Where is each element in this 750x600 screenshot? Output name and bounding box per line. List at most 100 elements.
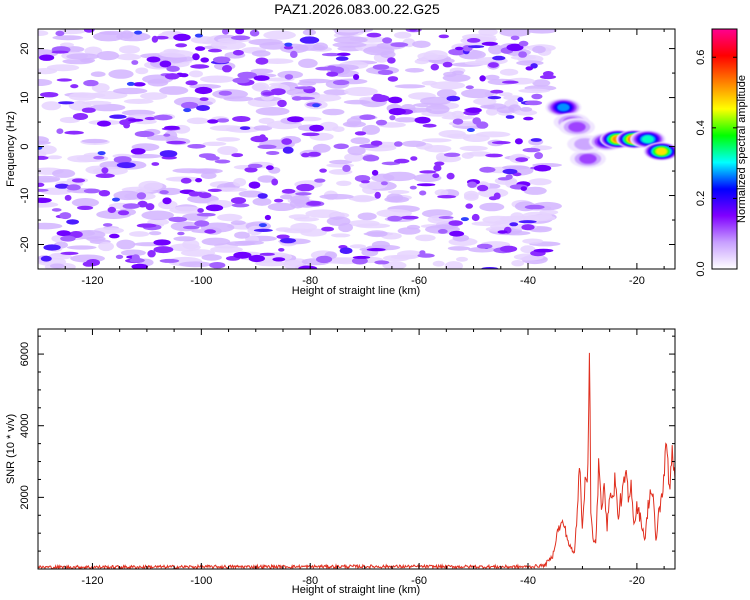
noise-blob xyxy=(366,32,382,38)
noise-blob xyxy=(347,220,380,227)
noise-blob xyxy=(263,30,296,40)
noise-blob xyxy=(410,156,418,161)
colorbar-tick-label: 0.0 xyxy=(695,261,707,276)
y-tick-label: 20 xyxy=(19,42,31,54)
noise-blob xyxy=(412,40,431,48)
noise-blob xyxy=(533,248,554,253)
noise-blob xyxy=(134,30,143,35)
noise-blob xyxy=(162,197,172,205)
noise-blob xyxy=(233,251,252,259)
noise-blob xyxy=(60,251,79,255)
noise-blob xyxy=(443,152,461,157)
noise-blob xyxy=(195,178,203,183)
noise-blob xyxy=(282,146,294,154)
noise-blob xyxy=(200,57,209,63)
noise-blob xyxy=(107,206,117,213)
colorbar-tick-label: 0.2 xyxy=(695,191,707,206)
noise-blob xyxy=(366,230,388,238)
noise-blob xyxy=(95,173,115,178)
noise-blob xyxy=(295,192,312,196)
noise-blob xyxy=(116,53,142,61)
noise-blob xyxy=(433,164,442,172)
noise-blob xyxy=(189,168,223,174)
noise-blob xyxy=(50,263,65,269)
noise-blob xyxy=(275,227,293,232)
x-axis-label: Height of straight line (km) xyxy=(292,285,420,297)
noise-blob xyxy=(247,163,263,169)
noise-blob xyxy=(432,260,445,267)
noise-blob xyxy=(140,92,168,100)
noise-blob xyxy=(290,222,317,232)
noise-blob xyxy=(196,105,210,111)
noise-blob xyxy=(200,172,217,180)
noise-blob xyxy=(387,76,399,82)
noise-blob xyxy=(153,114,173,121)
noise-blob xyxy=(381,161,400,166)
noise-blob xyxy=(521,224,535,231)
noise-blob xyxy=(101,167,109,174)
noise-blob xyxy=(81,139,108,144)
noise-blob xyxy=(186,117,209,125)
noise-blob xyxy=(173,236,196,242)
noise-blob xyxy=(39,54,55,61)
noise-blob xyxy=(98,190,111,197)
noise-blob xyxy=(337,52,351,56)
noise-blob xyxy=(97,120,111,127)
noise-blob xyxy=(217,213,243,222)
noise-blob xyxy=(332,29,366,33)
noise-blob xyxy=(66,219,79,225)
noise-blob xyxy=(187,194,219,204)
noise-blob xyxy=(296,183,315,192)
noise-blob xyxy=(522,147,541,153)
noise-blob xyxy=(349,244,367,249)
snr-panel: -120 -100 -80 -60 -40 -20 2000 4000 6000 Height o… xyxy=(5,328,676,596)
noise-blob xyxy=(485,108,499,116)
noise-blob xyxy=(442,73,471,82)
noise-blob xyxy=(211,40,246,50)
noise-blob xyxy=(463,190,479,200)
noise-blob xyxy=(52,35,84,41)
noise-blob xyxy=(363,46,395,56)
noise-blob xyxy=(515,157,529,163)
noise-blob xyxy=(52,169,76,178)
noise-blob xyxy=(159,150,178,158)
noise-blob xyxy=(166,65,180,72)
noise-blob xyxy=(201,254,222,261)
noise-blob xyxy=(60,235,76,242)
colorbar: 0.0 0.2 0.4 0.6 Normalized spectral amplitud… xyxy=(695,28,748,277)
noise-blob xyxy=(135,67,149,75)
noise-blob xyxy=(180,177,192,184)
noise-blob xyxy=(326,216,351,226)
noise-blob xyxy=(510,35,520,41)
noise-blob xyxy=(419,190,427,196)
x-tick-label: -40 xyxy=(520,575,536,587)
noise-blob xyxy=(362,154,380,162)
noise-blob xyxy=(394,84,426,89)
noise-blob xyxy=(518,220,537,224)
noise-blob xyxy=(518,51,527,58)
noise-blob xyxy=(490,89,504,94)
noise-blob xyxy=(131,254,140,262)
noise-blob xyxy=(312,103,321,108)
noise-blob xyxy=(452,70,464,75)
noise-blob xyxy=(255,57,269,65)
noise-blob xyxy=(387,190,410,194)
noise-blob xyxy=(434,161,445,166)
noise-blob xyxy=(187,144,206,149)
noise-blob xyxy=(271,178,279,186)
noise-blob xyxy=(40,92,59,98)
noise-blob xyxy=(382,37,393,44)
noise-blob xyxy=(479,75,486,82)
noise-blob xyxy=(502,165,529,170)
noise-blob xyxy=(119,45,140,54)
noise-blob xyxy=(81,107,96,113)
noise-blob xyxy=(200,75,235,83)
noise-blob xyxy=(59,212,72,220)
x-tick-label: -40 xyxy=(520,275,536,287)
noise-blob xyxy=(505,174,513,180)
noise-blob xyxy=(136,192,147,200)
y-axis-label: Frequency (Hz) xyxy=(5,111,17,187)
noise-blob xyxy=(233,177,247,187)
noise-blob xyxy=(178,261,212,268)
